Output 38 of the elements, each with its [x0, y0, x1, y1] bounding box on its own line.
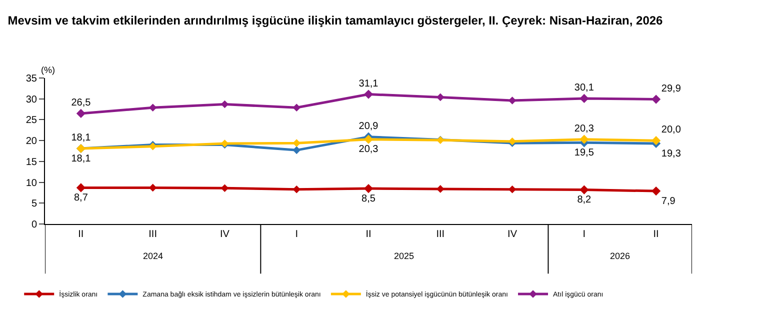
x-tick-label: IV	[508, 229, 518, 240]
data-label: 18,1	[71, 153, 92, 164]
text: 2026	[610, 251, 630, 261]
x-tick-label: II	[78, 229, 84, 240]
data-label: 26,5	[71, 98, 92, 109]
y-tick-label: 20	[26, 136, 38, 148]
y-tick-label: 35	[26, 74, 38, 84]
y-tick-label: 10	[26, 178, 38, 189]
y-axis-title: (%)	[41, 65, 55, 75]
x-tick-label: II	[653, 229, 659, 240]
x-tick-label: I	[582, 229, 586, 240]
y-tick-label: 15	[26, 156, 38, 168]
y-tick-label: 5	[31, 198, 38, 210]
y-tick-label: 30	[26, 94, 38, 106]
data-label: 19,5	[574, 148, 594, 159]
data-label: 20,9	[358, 120, 379, 132]
y-tick-label: 25	[26, 115, 38, 126]
data-label: 20,3	[358, 144, 379, 156]
data-label: 30,1	[574, 82, 594, 94]
data-label: 29,9	[661, 83, 682, 94]
text: 2025	[394, 251, 414, 261]
data-label: 8,7	[74, 192, 88, 204]
data-label: 31,1	[358, 78, 379, 90]
data-label: 8,2	[577, 194, 592, 206]
chart-title: Mevsim ve takvim etkilerinden arındırılmış işgücüne ilişkin tamamlayıcı göstergeler, II. Çeyrek: Nisan-Haziran, 2026	[8, 13, 664, 28]
data-label: 8,5	[362, 193, 376, 204]
data-label: 7,9	[661, 196, 676, 207]
data-label: 19,3	[661, 148, 682, 160]
y-tick-label: 0	[31, 220, 38, 230]
x-tick-label: III	[436, 229, 445, 240]
x-tick-label: III	[148, 229, 157, 240]
x-tick-label: II	[366, 229, 372, 240]
text: 2024	[143, 251, 164, 261]
x-tick-label: I	[295, 229, 298, 240]
data-label: 20,0	[661, 124, 682, 136]
data-label: 18,1	[71, 132, 92, 144]
data-label: 20,3	[574, 123, 594, 134]
x-tick-label: IV	[220, 229, 230, 240]
